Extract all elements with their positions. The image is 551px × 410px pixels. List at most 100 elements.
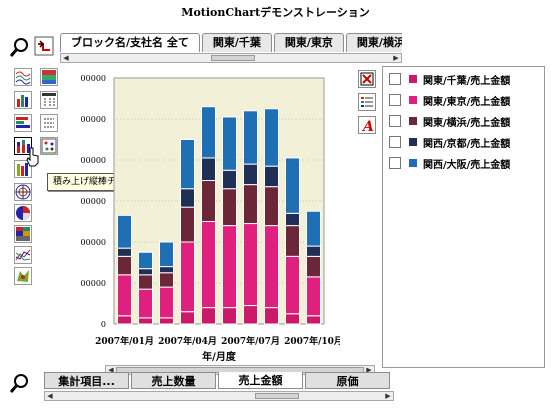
bar-segment[interactable] <box>159 317 174 325</box>
legend-item[interactable]: 関東/横浜/売上金額 <box>389 114 510 129</box>
horizontal-bar-icon[interactable] <box>14 114 32 132</box>
bar-segment[interactable] <box>138 251 153 270</box>
tab-kanto-tokyo[interactable]: 関東/東京 <box>273 33 344 52</box>
bar-segment[interactable] <box>243 184 258 225</box>
bar-segment[interactable] <box>264 307 279 325</box>
bar-segment[interactable] <box>285 157 300 214</box>
bar-segment[interactable] <box>306 210 321 247</box>
bottom-tabs: 集計項目... 売上数量 売上金額 原価 <box>44 372 394 390</box>
bar-segment[interactable] <box>285 255 300 315</box>
bar-segment[interactable] <box>180 311 195 325</box>
bar-segment[interactable] <box>243 163 258 186</box>
tab-kanto-chiba[interactable]: 関東/千葉 <box>201 33 272 52</box>
bar-segment[interactable] <box>222 225 237 309</box>
bar-segment[interactable] <box>117 315 132 325</box>
tab-aggregate-items[interactable]: 集計項目... <box>44 372 129 389</box>
bar-segment[interactable] <box>222 169 237 190</box>
bar-segment[interactable] <box>138 317 153 325</box>
bar-segment[interactable] <box>222 188 237 227</box>
x-tick-label: 2007年/10月 <box>284 335 340 347</box>
bar-segment[interactable] <box>201 221 216 309</box>
table-chart-icon[interactable] <box>40 91 58 109</box>
map-chart-icon[interactable] <box>14 267 32 285</box>
bar-segment[interactable] <box>180 188 195 208</box>
legend-checkbox[interactable] <box>389 73 401 85</box>
bar-chart-icon[interactable] <box>14 91 32 109</box>
bar-segment[interactable] <box>138 288 153 319</box>
bar-segment[interactable] <box>117 255 132 276</box>
zoom-icon[interactable] <box>9 38 30 58</box>
font-style-icon[interactable]: A <box>358 116 376 135</box>
bar-segment[interactable] <box>243 223 258 307</box>
bar-segment[interactable] <box>159 241 174 268</box>
close-chart-icon[interactable] <box>358 70 376 88</box>
bar-segment[interactable] <box>285 212 300 227</box>
legend-checkbox[interactable] <box>389 157 401 169</box>
line-chart-icon[interactable] <box>14 68 32 86</box>
tab-sales-quantity[interactable]: 売上数量 <box>131 372 216 389</box>
bar-segment[interactable] <box>201 180 216 222</box>
bar-segment[interactable] <box>201 307 216 325</box>
bar-segment[interactable] <box>159 272 174 288</box>
tab-all[interactable]: ブロック名/支社名 全て <box>60 33 200 52</box>
legend-item[interactable]: 関西/京都/売上金額 <box>389 135 510 150</box>
svg-text:A: A <box>361 119 374 133</box>
reset-view-icon[interactable] <box>34 36 54 56</box>
bar-segment[interactable] <box>264 165 279 188</box>
scatter-grid-icon[interactable] <box>40 137 58 155</box>
bar-segment[interactable] <box>306 245 321 257</box>
x-tick-label: 2007年/01月 <box>95 335 154 347</box>
dotted-grid-icon[interactable] <box>40 114 58 132</box>
bar-segment[interactable] <box>117 274 132 317</box>
bar-segment[interactable] <box>117 247 132 257</box>
legend-label: 関西/大阪/売上金額 <box>423 159 511 171</box>
bar-segment[interactable] <box>201 157 216 181</box>
bar-segment[interactable] <box>243 305 258 325</box>
tab-sales-amount[interactable]: 売上金額 <box>218 372 303 389</box>
legend-item[interactable]: 関東/東京/売上金額 <box>389 93 510 108</box>
y-tick-label: 200000000 <box>80 238 106 247</box>
bar-segment[interactable] <box>306 255 321 278</box>
legend-list-icon[interactable] <box>358 93 376 111</box>
bar-segment[interactable] <box>264 186 279 227</box>
bottom-tabs-scrollbar[interactable]: ◀ ▶ <box>44 391 394 401</box>
bar-segment[interactable] <box>222 116 237 171</box>
bar-segment[interactable] <box>180 139 195 190</box>
bar-segment[interactable] <box>159 286 174 319</box>
legend-checkbox[interactable] <box>389 94 401 106</box>
bar-segment[interactable] <box>222 307 237 325</box>
bar-segment[interactable] <box>180 241 195 313</box>
legend-item[interactable]: 関西/大阪/売上金額 <box>389 156 511 171</box>
bar-segment[interactable] <box>306 315 321 325</box>
app-title: MotionChartデモンストレーション <box>181 6 370 19</box>
bar-segment[interactable] <box>159 266 174 274</box>
heatmap-icon[interactable] <box>14 225 32 243</box>
y-tick-label: 100000000 <box>80 279 106 288</box>
bar-segment[interactable] <box>264 108 279 167</box>
stacked-bar-icon[interactable] <box>14 137 32 155</box>
legend-checkbox[interactable] <box>389 136 401 148</box>
bar-segment[interactable] <box>264 225 279 309</box>
stacked-area-icon[interactable] <box>14 160 32 178</box>
bar-segment[interactable] <box>285 313 300 325</box>
multi-line-icon[interactable] <box>14 246 32 264</box>
legend-checkbox[interactable] <box>389 115 401 127</box>
bar-segment[interactable] <box>201 106 216 159</box>
pie-chart-icon[interactable] <box>14 204 32 222</box>
bar-segment[interactable] <box>285 225 300 257</box>
bar-segment[interactable] <box>138 268 153 276</box>
legend-item[interactable]: 関東/千葉/売上金額 <box>389 72 510 87</box>
bar-segment[interactable] <box>306 276 321 317</box>
radar-chart-icon[interactable] <box>14 183 32 201</box>
bottom-zoom-icon[interactable] <box>9 374 30 394</box>
bar-segment[interactable] <box>243 110 258 165</box>
top-tabs-scrollbar[interactable]: ◀ ▶ <box>60 53 402 63</box>
tab-cost[interactable]: 原価 <box>305 372 390 389</box>
bottom-scroll-thumb[interactable] <box>255 393 299 399</box>
scroll-thumb[interactable] <box>211 55 255 61</box>
bar-segment[interactable] <box>180 206 195 243</box>
bar-segment[interactable] <box>138 274 153 290</box>
area-chart-icon[interactable] <box>40 68 58 86</box>
tab-kanto-yokohama[interactable]: 関東/横浜 <box>345 33 402 52</box>
bar-segment[interactable] <box>117 214 132 249</box>
